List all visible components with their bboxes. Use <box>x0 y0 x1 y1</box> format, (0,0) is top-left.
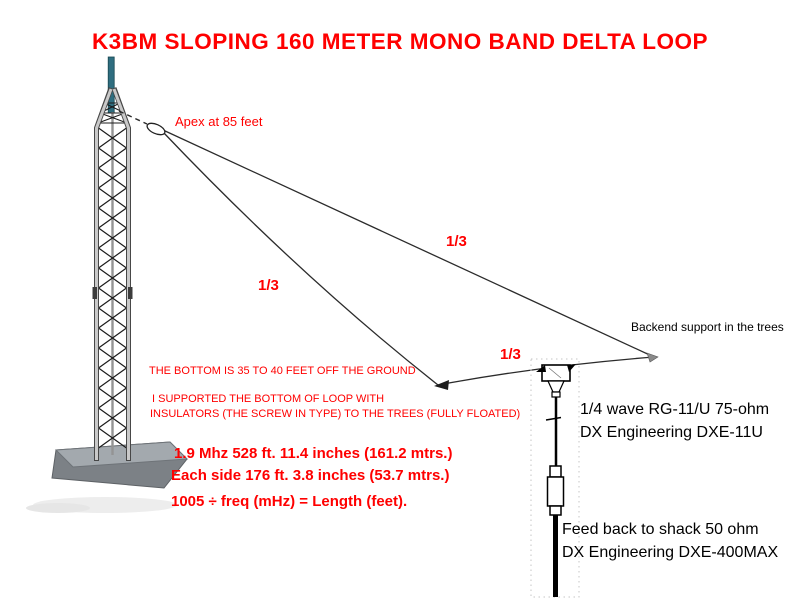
delta-loop-wires <box>118 110 655 386</box>
tower-left-leg <box>95 88 113 460</box>
tower <box>92 56 133 461</box>
support-note-line2: INSULATORS (THE SCREW IN TYPE) TO THE TR… <box>150 408 520 420</box>
tower-base <box>51 441 189 489</box>
tower-mast <box>107 56 115 114</box>
balun-left-wire-hook <box>536 365 546 372</box>
left-vertex-arrow <box>434 380 449 390</box>
one-third-label-top: 1/3 <box>446 233 467 250</box>
one-third-label-bottom: 1/3 <box>500 346 521 363</box>
base-top-face <box>54 441 189 468</box>
apex-height-label: Apex at 85 feet <box>175 114 263 129</box>
pointer-tick <box>545 416 562 421</box>
bottom-height-note: THE BOTTOM IS 35 TO 40 FEET OFF THE GROU… <box>149 365 416 377</box>
tower-right-leg <box>112 88 130 460</box>
tower-lattice-bracing <box>98 127 127 449</box>
feedline-label-line2: DX Engineering DXE-400MAX <box>562 544 778 561</box>
length-formula: 1005 ÷ freq (mHz) = Length (feet). <box>171 493 407 510</box>
connector-top <box>549 465 562 478</box>
ground-shadow-small <box>26 503 90 513</box>
frequency-length-line1: 1.9 Mhz 528 ft. 11.4 inches (161.2 mtrs.… <box>174 445 452 462</box>
connector-bottom <box>549 505 562 516</box>
tower-taper-bracing <box>97 102 128 124</box>
balun-funnel <box>547 380 565 393</box>
feedline-label-line1: Feed back to shack 50 ohm <box>562 521 759 538</box>
frequency-length-line2: Each side 176 ft. 3.8 inches (53.7 mtrs.… <box>171 467 449 484</box>
balun-stem <box>551 391 561 398</box>
balun-body <box>541 364 571 382</box>
support-note-line1: I SUPPORTED THE BOTTOM OF LOOP WITH <box>152 393 384 405</box>
tower-joint-left <box>92 287 97 299</box>
feed-assembly <box>530 358 580 598</box>
wire-left-side <box>162 131 439 386</box>
matching-section-line1: 1/4 wave RG-11/U 75-ohm <box>580 401 769 418</box>
right-vertex-marker <box>646 352 659 363</box>
matching-section-line2: DX Engineering DXE-11U <box>580 424 763 441</box>
balun-hatch <box>548 367 562 379</box>
barrel-connector <box>546 476 565 507</box>
one-third-label-left: 1/3 <box>258 277 279 294</box>
apex-insulator <box>146 122 166 136</box>
diagram-title: K3BM SLOPING 160 METER MONO BAND DELTA L… <box>92 29 708 54</box>
backend-support-label: Backend support in the trees <box>631 320 784 334</box>
wire-top-side <box>162 129 655 358</box>
balun-right-wire-hook <box>567 364 576 372</box>
tower-joint-right <box>128 287 133 299</box>
